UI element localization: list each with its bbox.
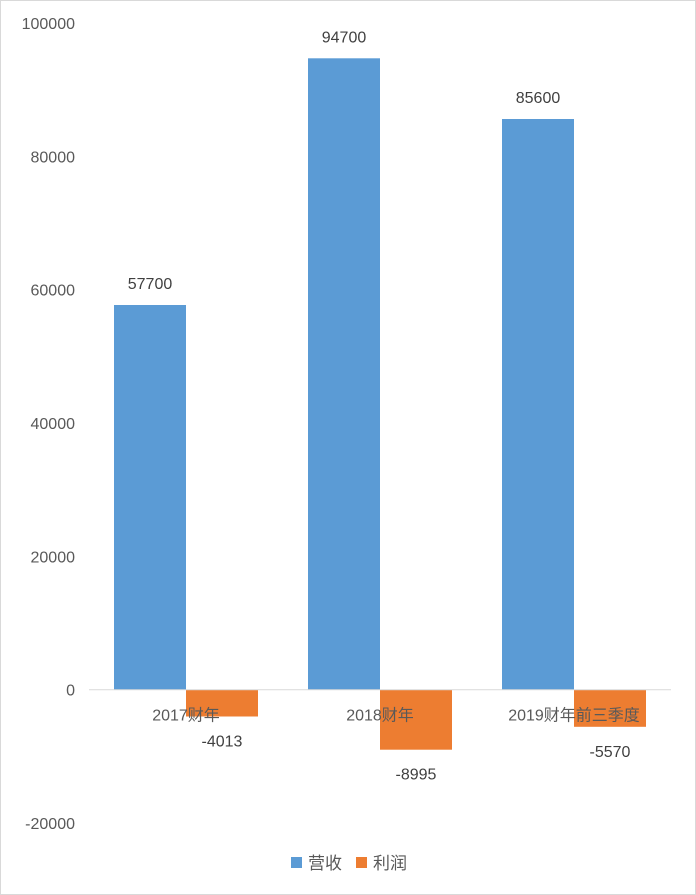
legend-swatch (356, 857, 367, 868)
data-label: 85600 (516, 90, 561, 107)
data-label: -4013 (202, 733, 243, 750)
data-label: 94700 (322, 29, 367, 46)
y-tick-label: 0 (66, 683, 75, 700)
y-tick-label: 100000 (22, 16, 75, 33)
bars-group (114, 58, 646, 750)
bar-profit (380, 689, 452, 750)
bar-profit (186, 689, 258, 717)
legend-label: 营收 (308, 854, 342, 873)
y-tick-label: 60000 (31, 283, 76, 300)
y-tick-label: 40000 (31, 416, 76, 433)
bar-revenue (114, 305, 186, 690)
y-tick-label: -20000 (25, 816, 75, 833)
data-label: 57700 (128, 276, 173, 293)
data-labels-group: 57700 94700 85600 -4013 -8995 -5570 (128, 29, 631, 783)
y-axis-tick-labels: 100000 80000 60000 40000 20000 0 -20000 (22, 16, 75, 833)
legend-swatch (291, 857, 302, 868)
x-category-label: 2017财年 (152, 707, 220, 725)
category-labels: 2017财年 2018财年 2019财年前三季度 (152, 707, 640, 725)
bar-revenue (502, 119, 574, 690)
data-label: -5570 (590, 744, 631, 761)
x-category-label: 2019财年前三季度 (508, 707, 640, 725)
bar-profit (574, 689, 646, 727)
legend: 营收 利润 (291, 854, 407, 873)
bar-revenue (308, 58, 380, 690)
y-tick-label: 80000 (31, 149, 76, 166)
legend-label: 利润 (373, 854, 407, 873)
x-category-label: 2018财年 (346, 707, 414, 725)
y-tick-label: 20000 (31, 549, 76, 566)
data-label: -8995 (396, 767, 437, 784)
